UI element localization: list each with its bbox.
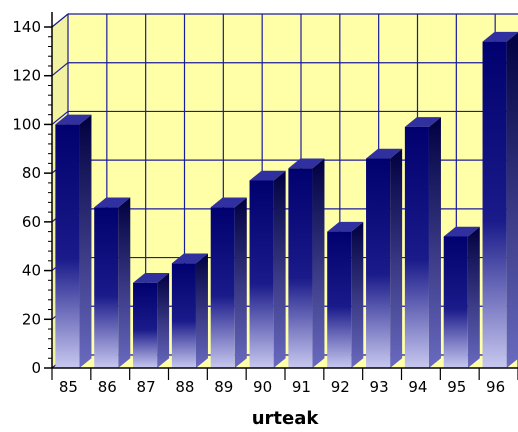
x-axis-title: urteak	[252, 408, 320, 429]
bar-front	[249, 180, 274, 368]
x-tick-label: 91	[292, 378, 311, 396]
bar-side	[157, 273, 170, 368]
bar-front	[404, 126, 429, 368]
x-tick-label: 96	[486, 378, 505, 396]
bar-side	[351, 221, 364, 368]
x-tick-label: 90	[253, 378, 272, 396]
bar-88	[171, 253, 208, 368]
bar-side	[467, 226, 480, 368]
y-tick-label: 100	[12, 115, 41, 133]
bar-96	[482, 31, 518, 368]
bar-90	[249, 170, 286, 368]
x-tick-label: 95	[447, 378, 466, 396]
y-tick-label: 120	[12, 67, 41, 85]
bar-89	[210, 197, 247, 368]
y-tick-label: 60	[22, 213, 41, 231]
bar-side	[273, 170, 286, 368]
bar-front	[443, 236, 468, 368]
bar-front	[210, 207, 235, 368]
bar-side	[506, 32, 518, 368]
bar-front	[482, 41, 507, 368]
gridline-side	[51, 110, 69, 125]
bar-top	[288, 158, 325, 169]
bar-87	[133, 273, 170, 368]
x-tick-label: 94	[408, 378, 427, 396]
bar-side	[428, 117, 441, 368]
bar-top	[55, 114, 92, 125]
bar-top	[366, 148, 403, 159]
bar-front	[327, 231, 352, 368]
y-tick-label: 40	[22, 262, 41, 280]
bar-front	[94, 207, 119, 368]
y-tick-label: 20	[22, 310, 41, 328]
gridline-side	[51, 13, 69, 28]
bars	[55, 31, 518, 368]
bar-top	[94, 197, 131, 208]
bar-front	[366, 158, 391, 368]
bar-91	[288, 158, 325, 368]
bar-top	[404, 117, 441, 127]
bar-side	[234, 197, 247, 368]
y-tick-label: 140	[12, 18, 41, 36]
x-tick-label: 87	[137, 378, 156, 396]
bar-92	[327, 221, 364, 368]
bar-top	[171, 253, 208, 264]
bar-top	[482, 31, 518, 42]
bar-85	[55, 114, 92, 368]
bar-front	[288, 168, 313, 368]
bar-94	[404, 117, 441, 368]
x-tick-label: 86	[98, 378, 117, 396]
x-tick-label: 92	[331, 378, 350, 396]
bar-95	[443, 226, 480, 368]
bar-93	[366, 148, 403, 368]
bar-side	[79, 114, 92, 368]
x-tick-label: 89	[214, 378, 233, 396]
bar-top	[249, 170, 286, 181]
bar-side	[195, 253, 208, 368]
y-tick-label: 0	[31, 359, 41, 377]
x-tick-label: 93	[370, 378, 389, 396]
bar-top	[133, 273, 170, 283]
y-tick-label: 80	[22, 164, 41, 182]
bar-side	[390, 148, 403, 368]
bar-side	[312, 158, 325, 368]
bar-86	[94, 197, 131, 368]
bar-top	[210, 197, 247, 208]
bar-side	[118, 197, 131, 368]
x-tick-label: 88	[175, 378, 194, 396]
gridline-side	[51, 62, 69, 77]
bar-front	[171, 263, 196, 368]
bar-front	[133, 282, 158, 368]
bar-front	[55, 124, 80, 368]
x-tick-label: 85	[59, 378, 78, 396]
axes: 0 20 40 60 80 100 120 140 85 86 87 88 89 90 91 92 93 94 95…	[12, 12, 518, 396]
bar-top	[443, 226, 480, 237]
bar-top	[327, 221, 364, 232]
